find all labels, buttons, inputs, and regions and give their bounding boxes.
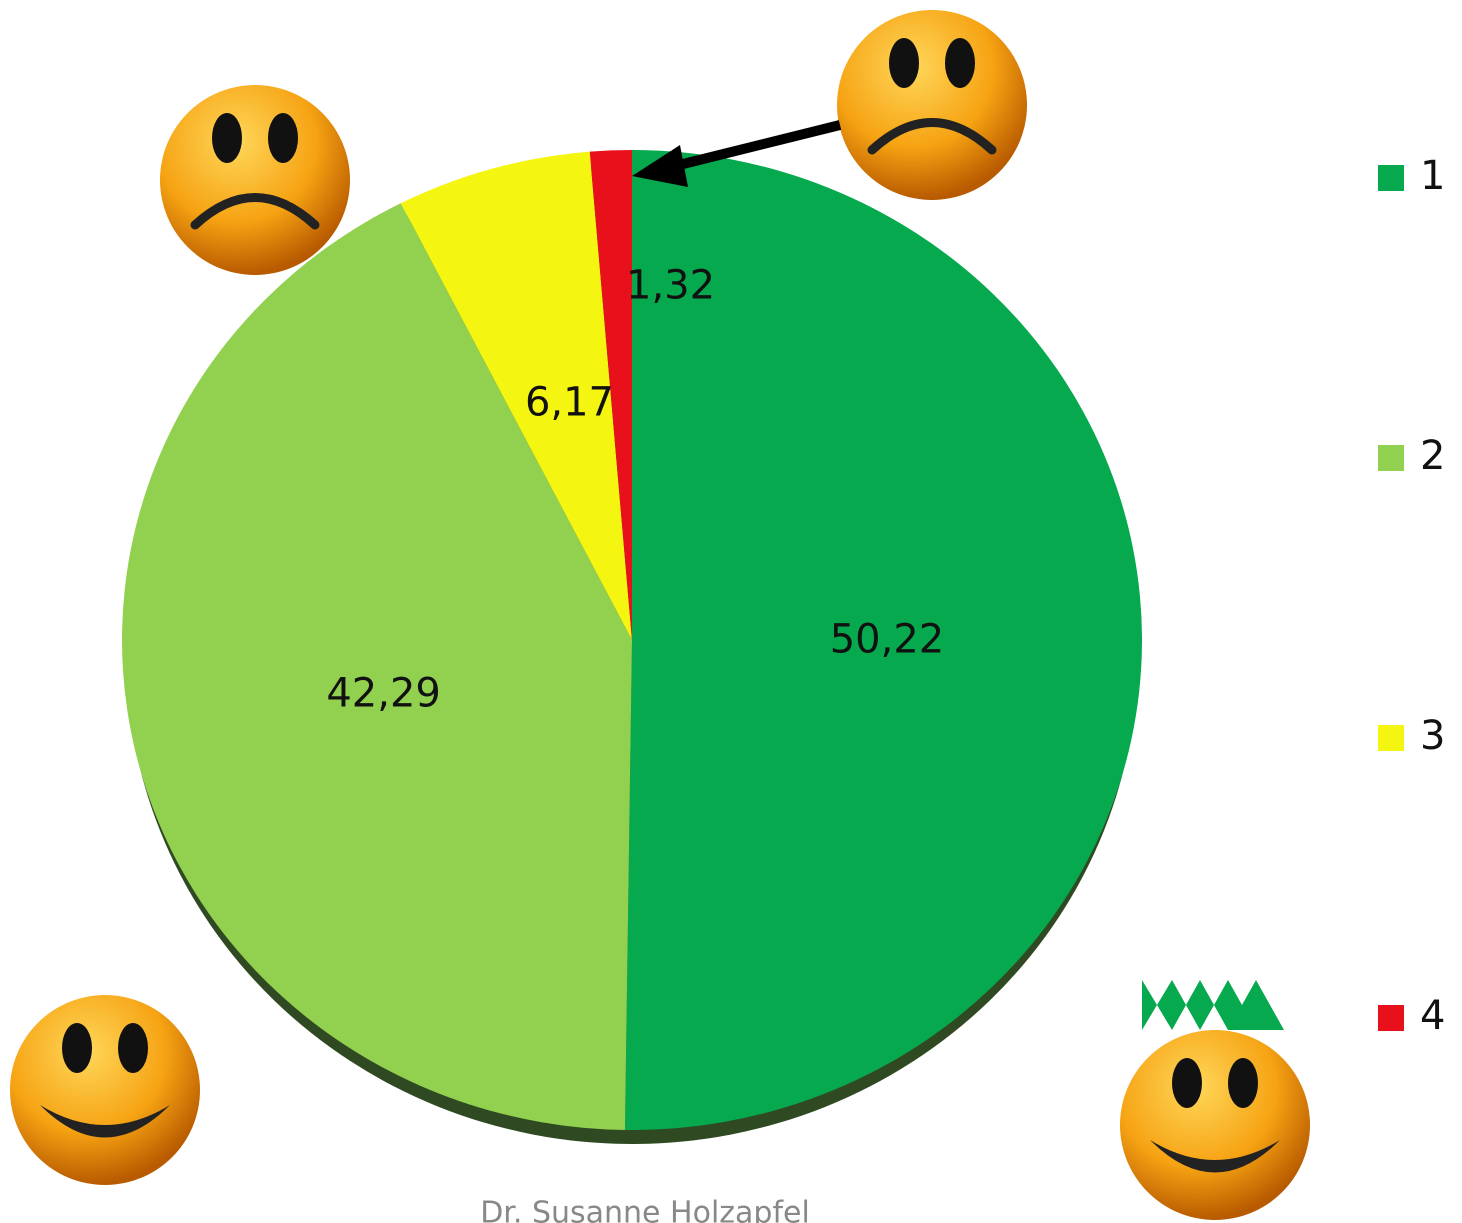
legend-swatch bbox=[1378, 445, 1404, 471]
data-label: 42,29 bbox=[326, 670, 441, 716]
legend-label: 3 bbox=[1420, 713, 1445, 759]
pie-slice bbox=[589, 150, 632, 640]
legend-label: 2 bbox=[1420, 433, 1445, 479]
pie bbox=[121, 150, 1143, 1144]
legend-label: 4 bbox=[1420, 993, 1445, 1039]
legend-label: 1 bbox=[1420, 153, 1445, 199]
data-label: 6,17 bbox=[525, 379, 614, 425]
decoration bbox=[1142, 980, 1284, 1030]
legend-swatch bbox=[1378, 725, 1404, 751]
pie-slice bbox=[121, 203, 633, 1130]
footer: Dr. Susanne Holzapfel bbox=[480, 1196, 810, 1223]
arrow-head bbox=[632, 145, 688, 187]
arrow bbox=[673, 120, 842, 171]
data-label: 50,22 bbox=[830, 617, 945, 663]
pie-slice bbox=[624, 150, 1143, 1131]
legend-swatch bbox=[1378, 165, 1404, 191]
pie-slice bbox=[400, 151, 632, 640]
data-label: 1,32 bbox=[626, 263, 715, 309]
legend-swatch bbox=[1378, 1005, 1404, 1031]
